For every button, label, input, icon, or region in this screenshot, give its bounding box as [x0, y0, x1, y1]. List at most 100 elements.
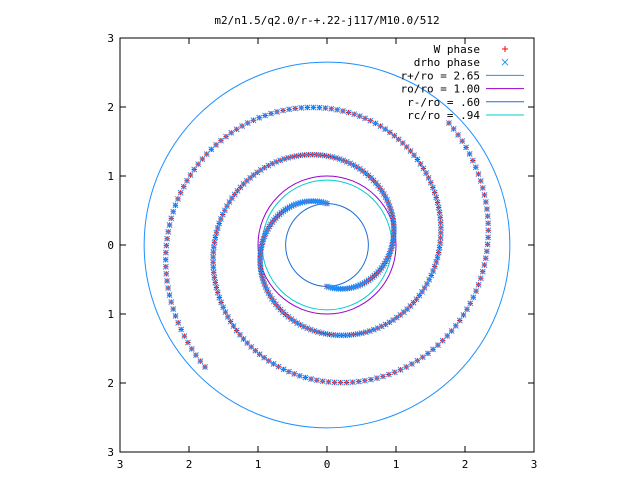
point-1-1-133 [261, 354, 268, 361]
point-1-0-107 [435, 249, 442, 256]
legend-entry-3: ro/ro = 1.00 [401, 83, 524, 96]
point-1-1-100 [224, 203, 230, 210]
point-1-0-113 [437, 219, 444, 226]
point-1-0-193 [178, 326, 185, 333]
point-1-1-186 [483, 206, 490, 213]
point-1-1-178 [481, 262, 488, 268]
point-1-0-181 [163, 242, 170, 249]
point-1-1-135 [270, 360, 277, 367]
point-1-0-161 [228, 129, 235, 136]
point-1-0-104 [431, 263, 438, 270]
circle-1 [257, 175, 397, 315]
point-1-1-181 [484, 241, 491, 248]
point-1-1-120 [218, 299, 225, 306]
point-1-1-143 [313, 377, 320, 384]
point-1-0-85 [374, 325, 381, 332]
point-1-0-49 [261, 280, 268, 287]
point-1-0-165 [208, 146, 215, 153]
point-1-0-98 [419, 288, 426, 295]
point-1-1-166 [444, 332, 451, 339]
point-1-0-198 [197, 358, 204, 365]
point-1-0-167 [199, 156, 206, 162]
point-1-0-196 [188, 345, 195, 352]
point-1-0-183 [162, 256, 169, 263]
chart-title: m2/n1.5/q2.0/r-+.22-j117/M10.0/512 [214, 14, 439, 27]
point-1-1-138 [285, 368, 292, 375]
legend-entry-0: W phase [434, 43, 508, 56]
point-1-1-153 [374, 375, 380, 382]
x-tick-label-5: 2 [462, 458, 469, 471]
point-1-1-66 [347, 160, 354, 167]
y-tick-label-2: 1 [107, 308, 114, 321]
point-1-1-149 [349, 379, 356, 386]
point-1-1-54 [379, 188, 386, 195]
point-1-0-101 [426, 276, 433, 283]
point-1-0-184 [162, 263, 169, 270]
legend-entry-5: rc/ro = .94 [407, 109, 524, 122]
point-1-0-121 [427, 179, 434, 186]
point-1-0-90 [393, 314, 400, 321]
point-1-1-50 [385, 200, 392, 206]
point-1-1-187 [482, 199, 489, 205]
point-1-1-98 [228, 195, 235, 202]
point-1-1-131 [252, 347, 259, 354]
point-1-1-132 [256, 351, 263, 358]
point-1-1-87 [265, 162, 272, 169]
point-1-0-177 [168, 215, 175, 222]
legend-label-0: W phase [434, 43, 480, 56]
point-1-0-54 [268, 295, 275, 302]
point-1-1-154 [380, 373, 386, 380]
point-1-0-162 [223, 133, 229, 140]
point-1-0-191 [172, 312, 179, 319]
point-1-1-188 [481, 191, 488, 198]
point-1-0-125 [417, 160, 424, 167]
point-1-1-179 [482, 255, 489, 262]
point-1-1-182 [485, 234, 492, 241]
y-tick-label-6: 3 [107, 32, 114, 45]
point-1-1-119 [216, 294, 223, 301]
point-1-1-51 [384, 197, 390, 203]
point-1-0-82 [362, 329, 369, 336]
point-1-0-163 [218, 137, 224, 144]
point-1-0-153 [274, 108, 280, 115]
point-1-1-122 [222, 309, 229, 316]
point-1-0-157 [250, 117, 257, 124]
point-1-1-152 [367, 376, 374, 383]
point-1-1-104 [216, 220, 223, 227]
point-1-1-103 [217, 215, 224, 222]
data-points [162, 104, 492, 386]
point-1-0-110 [437, 234, 444, 241]
point-1-0-126 [414, 156, 421, 163]
point-1-1-11 [346, 285, 353, 292]
point-1-0-64 [294, 320, 301, 327]
point-1-1-124 [227, 318, 234, 325]
point-1-0-168 [195, 161, 202, 168]
point-1-1-183 [485, 227, 492, 234]
point-1-1-160 [414, 357, 421, 364]
point-1-0-141 [345, 109, 352, 116]
y-tick-label-3: 0 [107, 239, 114, 252]
point-1-1-191 [475, 171, 482, 178]
point-1-0-188 [166, 292, 173, 299]
point-1-0-172 [180, 183, 187, 190]
point-1-0-137 [367, 117, 374, 124]
point-1-0-131 [395, 136, 402, 143]
point-1-1-115 [211, 274, 218, 281]
y-tick-label-5: 2 [107, 101, 114, 114]
point-1-1-49 [386, 203, 393, 210]
point-1-1-105 [214, 225, 221, 232]
point-1-0-105 [433, 258, 440, 265]
point-1-0-119 [431, 189, 438, 196]
point-1-0-11 [301, 198, 308, 205]
x-tick-label-0: 3 [117, 458, 124, 471]
point-1-1-175 [475, 281, 482, 288]
point-1-0-178 [166, 222, 173, 228]
y-tick-label-0: 3 [107, 446, 114, 459]
point-1-1-53 [380, 191, 387, 198]
circle-3 [261, 179, 393, 311]
point-1-0-116 [435, 204, 442, 211]
point-1-0-102 [428, 272, 435, 279]
point-1-0-186 [164, 277, 171, 284]
point-1-0-182 [162, 249, 169, 256]
point-1-0-109 [437, 239, 444, 246]
